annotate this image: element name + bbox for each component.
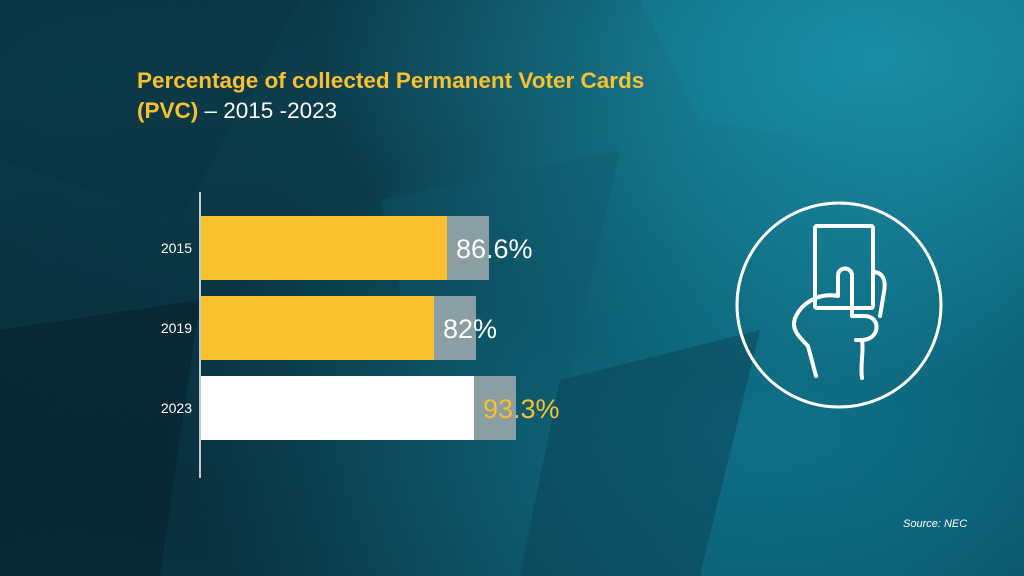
bar-2023 xyxy=(201,376,474,440)
hand-holding-card-icon xyxy=(734,200,944,410)
bar-2019 xyxy=(201,296,434,360)
category-label-2015: 2015 xyxy=(161,240,192,256)
value-label-2023: 93.3% xyxy=(483,394,560,424)
category-label-2023: 2023 xyxy=(161,400,192,416)
chart-title-range: – 2015 -2023 xyxy=(198,98,338,123)
chart-title-main: Percentage of collected Permanent Voter … xyxy=(137,68,645,123)
bar-2015 xyxy=(201,216,447,280)
source-note: Source: NEC xyxy=(903,518,968,530)
value-label-2015: 86.6% xyxy=(456,234,533,264)
category-label-2019: 2019 xyxy=(161,320,192,336)
value-label-2019: 82% xyxy=(443,314,497,344)
chart-title: Percentage of collected Permanent Voter … xyxy=(137,66,697,126)
